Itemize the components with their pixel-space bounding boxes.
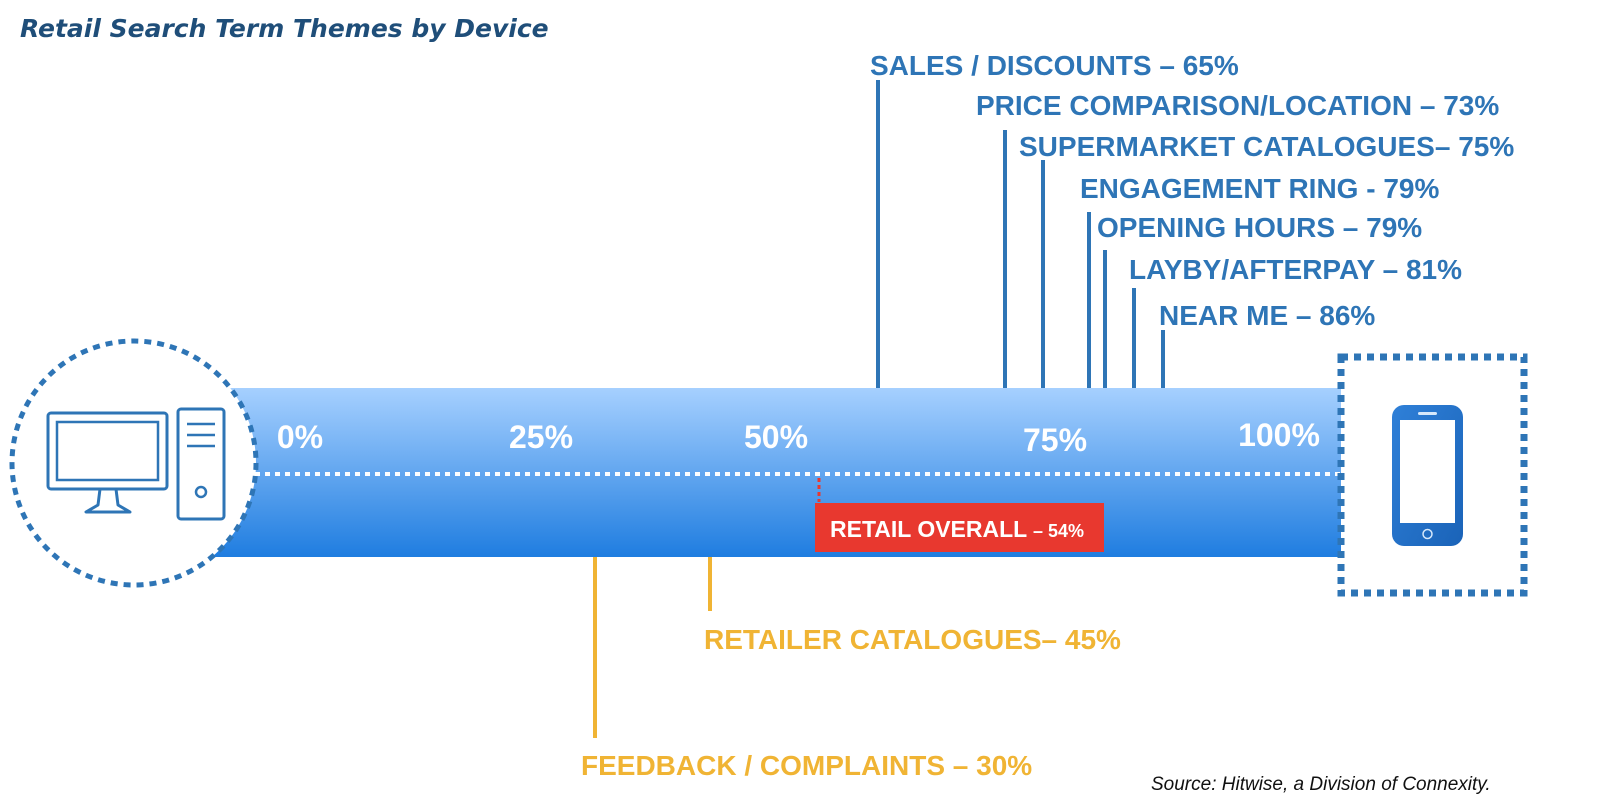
tick-label: 100%	[1238, 417, 1320, 453]
mobile-marker-label: LAYBY/AFTERPAY – 81%	[1129, 254, 1462, 285]
desktop-marker-label: RETAILER CATALOGUES– 45%	[704, 624, 1121, 655]
mobile-marker-label: SALES / DISCOUNTS – 65%	[870, 50, 1239, 81]
source-note: Source: Hitwise, a Division of Connexity…	[1151, 774, 1491, 795]
desktop-marker-label: FEEDBACK / COMPLAINTS – 30%	[581, 750, 1032, 781]
overall-label-box	[815, 503, 1104, 552]
chart-title: Retail Search Term Themes by Device	[20, 14, 549, 43]
tick-label: 0%	[277, 419, 323, 455]
mobile-phone-icon	[1337, 353, 1528, 597]
overall-value: – 54%	[1033, 521, 1084, 541]
overall-label: RETAIL OVERALL	[830, 516, 1027, 542]
mobile-marker-label: NEAR ME – 86%	[1159, 300, 1375, 331]
overall-marker: RETAIL OVERALL – 54%	[815, 478, 1104, 552]
mobile-marker-label: ENGAGEMENT RING - 79%	[1080, 173, 1439, 204]
tick-labels: 0% 25% 50% 75% 100%	[277, 417, 1320, 458]
value-markers: SALES / DISCOUNTS – 65% PRICE COMPARISON/…	[581, 50, 1514, 781]
mobile-marker-label: OPENING HOURS – 79%	[1097, 212, 1422, 243]
mobile-marker-label: PRICE COMPARISON/LOCATION – 73%	[976, 90, 1499, 121]
desktop-computer-icon	[9, 338, 259, 588]
tick-label: 75%	[1023, 422, 1087, 458]
tick-label: 50%	[744, 419, 808, 455]
tick-label: 25%	[509, 419, 573, 455]
mobile-marker-label: SUPERMARKET CATALOGUES– 75%	[1019, 131, 1514, 162]
